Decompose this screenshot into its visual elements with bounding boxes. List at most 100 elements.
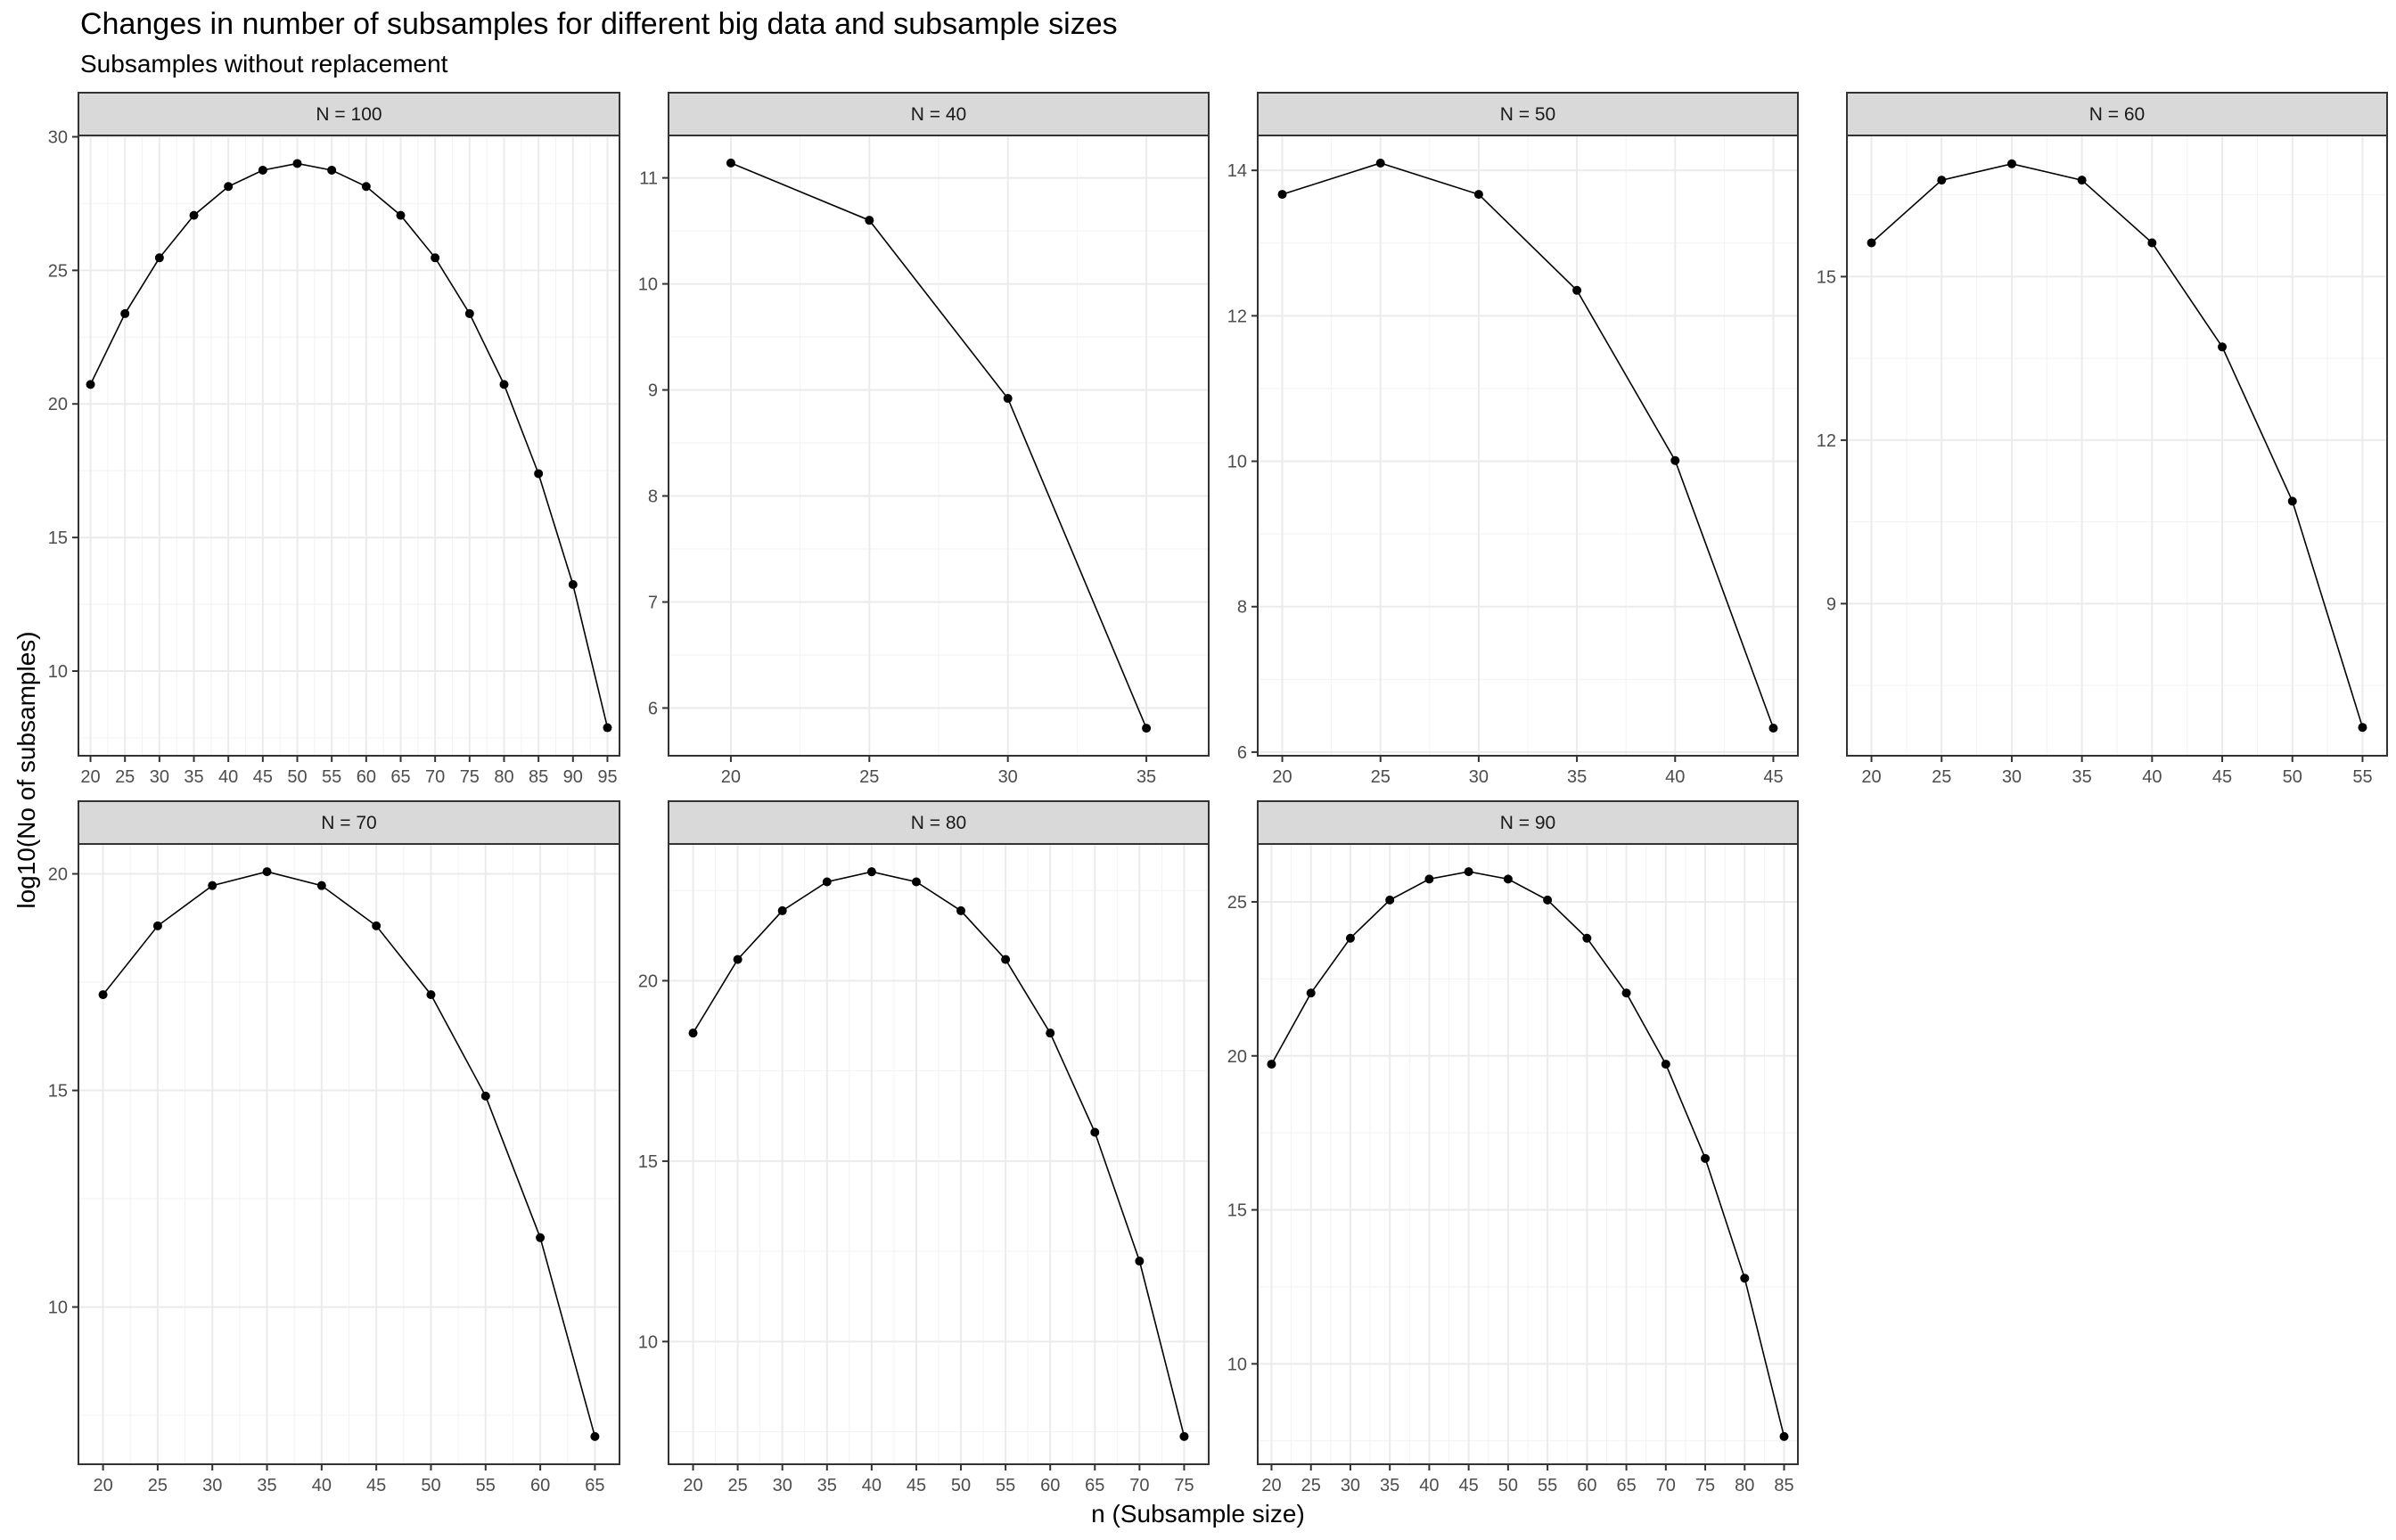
x-tick-label: 50 xyxy=(421,1476,440,1495)
series-line xyxy=(1270,871,1785,1438)
x-tick-label: 35 xyxy=(1567,767,1587,787)
x-tick-label: 25 xyxy=(1301,1476,1321,1495)
y-tick-label: 6 xyxy=(648,699,658,718)
x-tick-label: 20 xyxy=(1272,767,1292,787)
data-point xyxy=(152,921,162,930)
x-tick-label: 25 xyxy=(115,767,135,787)
data-point xyxy=(98,990,108,1000)
x-tick-label: 20 xyxy=(1861,767,1881,787)
y-tick-label: 15 xyxy=(638,1152,658,1172)
facet-panel: N = 40 20 25 30 35 6 7 8 9 10 11 xyxy=(638,92,1210,787)
x-tick-label: 75 xyxy=(1695,1476,1715,1495)
data-point xyxy=(1670,455,1680,465)
data-point xyxy=(1867,238,1876,248)
x-tick-label: 40 xyxy=(862,1476,882,1495)
data-point xyxy=(1503,874,1513,884)
x-tick-label: 45 xyxy=(907,1476,926,1495)
data-point xyxy=(86,380,95,389)
data-point xyxy=(2287,496,2297,506)
x-tick-label: 85 xyxy=(529,767,548,787)
data-point xyxy=(911,877,921,887)
data-point xyxy=(1277,190,1287,200)
data-point xyxy=(361,182,371,192)
data-point xyxy=(1543,895,1553,905)
facet-strip-label: N = 90 xyxy=(1500,813,1555,833)
y-tick-label: 20 xyxy=(48,395,68,414)
y-tick-label: 12 xyxy=(1817,431,1836,451)
y-tick-label: 10 xyxy=(48,662,68,682)
data-point xyxy=(568,579,578,589)
data-point xyxy=(1661,1060,1670,1069)
data-point xyxy=(1135,1257,1145,1266)
x-tick-label: 55 xyxy=(1538,1476,1557,1495)
data-point xyxy=(1937,176,1947,185)
data-point xyxy=(1090,1127,1100,1137)
facet-strip-label: N = 40 xyxy=(911,104,966,125)
x-tick-label: 35 xyxy=(257,1476,276,1495)
data-point xyxy=(2358,723,2367,733)
data-point xyxy=(2006,159,2016,168)
data-point xyxy=(499,380,509,389)
data-point xyxy=(1582,933,1592,943)
data-point xyxy=(1424,874,1434,884)
facet-strip-label: N = 50 xyxy=(1500,104,1555,125)
series-line xyxy=(89,162,609,728)
data-point xyxy=(292,159,302,168)
data-point xyxy=(822,877,832,887)
x-tick-label: 50 xyxy=(951,1476,971,1495)
x-tick-label: 70 xyxy=(1656,1476,1676,1495)
panel-border xyxy=(78,843,620,1465)
x-tick-label: 20 xyxy=(683,1476,702,1495)
facet-panel: N = 80 20 25 30 35 40 45 50 55 60 65 70 75 10 15 20 xyxy=(638,800,1210,1495)
x-tick-label: 40 xyxy=(2142,767,2162,787)
x-tick-label: 55 xyxy=(2352,767,2372,787)
data-point xyxy=(2077,176,2087,185)
data-point xyxy=(1001,954,1011,964)
series-line xyxy=(102,871,596,1438)
data-point xyxy=(464,308,474,318)
facet-panel: N = 100 20 25 30 35 40 45 50 55 60 65 70 75 80 85 90 95 1… xyxy=(48,92,620,787)
x-tick-label: 40 xyxy=(1419,1476,1439,1495)
data-point xyxy=(1740,1274,1750,1283)
x-tick-label: 40 xyxy=(1665,767,1685,787)
data-point xyxy=(1375,159,1385,168)
y-tick-label: 25 xyxy=(1227,893,1247,913)
x-tick-label: 25 xyxy=(1932,767,1951,787)
facet-panel: N = 90 20 25 30 35 40 45 50 55 60 65 70 75 80 85 10 15 20… xyxy=(1227,800,1799,1495)
data-point xyxy=(258,165,267,175)
data-point xyxy=(1179,1431,1189,1441)
data-point xyxy=(208,881,217,890)
x-tick-label: 90 xyxy=(563,767,583,787)
y-tick-label: 14 xyxy=(1227,161,1247,181)
x-tick-label: 65 xyxy=(1616,1476,1636,1495)
y-tick-label: 20 xyxy=(1227,1047,1247,1067)
x-tick-label: 40 xyxy=(312,1476,332,1495)
x-tick-label: 30 xyxy=(1469,767,1489,787)
y-tick-label: 10 xyxy=(1227,1355,1247,1374)
x-tick-label: 30 xyxy=(773,1476,792,1495)
x-tick-label: 45 xyxy=(253,767,273,787)
x-tick-label: 50 xyxy=(1498,1476,1518,1495)
y-tick-label: 20 xyxy=(638,971,658,991)
data-point xyxy=(1142,724,1152,733)
x-tick-label: 70 xyxy=(1129,1476,1149,1495)
x-tick-label: 60 xyxy=(1577,1476,1596,1495)
x-tick-label: 60 xyxy=(357,767,376,787)
data-point xyxy=(1345,933,1355,943)
data-point xyxy=(865,216,874,225)
panel-border xyxy=(1846,135,2388,757)
y-tick-label: 30 xyxy=(48,127,68,147)
y-tick-label: 15 xyxy=(1227,1201,1247,1221)
data-point xyxy=(154,253,164,263)
panel-border xyxy=(1257,843,1799,1465)
data-point xyxy=(956,905,966,915)
y-tick-label: 7 xyxy=(648,593,658,612)
data-point xyxy=(688,1028,698,1038)
x-tick-label: 35 xyxy=(1136,767,1156,787)
data-point xyxy=(316,881,326,890)
x-tick-label: 55 xyxy=(996,1476,1015,1495)
data-point xyxy=(480,1091,490,1101)
facet-strip-label: N = 70 xyxy=(321,813,376,833)
data-point xyxy=(120,308,130,318)
